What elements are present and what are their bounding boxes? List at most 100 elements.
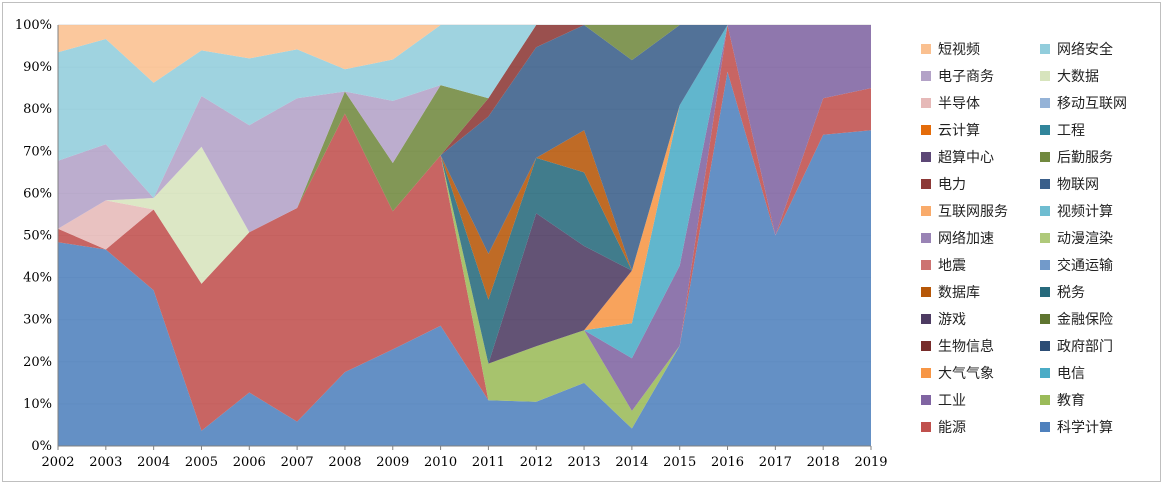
area-series-网络安全: [58, 25, 871, 198]
legend-label: 工程: [1057, 123, 1085, 139]
legend-label: 网络加速: [938, 231, 994, 247]
legend-item: 工程: [1040, 123, 1085, 139]
legend-label: 网络安全: [1057, 41, 1113, 58]
legend-item: 大数据: [1040, 69, 1099, 85]
x-tick-label: 2017: [759, 455, 792, 470]
legend-item: 生物信息: [921, 338, 994, 355]
legend-label: 教育: [1057, 393, 1085, 409]
legend-swatch: [1040, 287, 1050, 297]
legend-item: 短视频: [921, 42, 980, 58]
area-series-短视频: [58, 25, 871, 83]
legend-swatch: [921, 71, 931, 81]
legend-item: 地震: [921, 258, 966, 274]
legend-label: 短视频: [938, 42, 980, 58]
y-tick-label: 30%: [23, 313, 52, 328]
y-tick-label: 50%: [23, 229, 52, 244]
legend-item: 税务: [1040, 285, 1085, 301]
legend-item: 视频计算: [1040, 204, 1113, 220]
legend-swatch: [921, 287, 931, 297]
legend-swatch: [1040, 233, 1050, 243]
legend-swatch: [921, 179, 931, 189]
y-tick-label: 40%: [23, 271, 52, 286]
legend-item: 教育: [1040, 393, 1085, 409]
legend-label: 地震: [938, 258, 966, 274]
legend-label: 交通运输: [1057, 257, 1113, 274]
area-series-电子商务: [58, 25, 871, 233]
area-series-物联网: [58, 25, 871, 284]
legend-label: 工业: [938, 393, 966, 409]
legend-label: 动漫渲染: [1057, 231, 1113, 247]
legend-item: 大气气象: [921, 366, 994, 382]
legend-swatch: [1040, 125, 1050, 135]
y-tick-label: 10%: [23, 397, 52, 412]
legend-label: 税务: [1057, 285, 1085, 301]
x-tick-label: 2003: [89, 455, 122, 470]
legend-item: 半导体: [921, 96, 980, 112]
x-tick-label: 2004: [137, 455, 170, 470]
legend-label: 金融保险: [1057, 312, 1113, 328]
x-tick-label: 2009: [376, 455, 409, 470]
legend-swatch: [1040, 206, 1050, 216]
legend-swatch: [921, 368, 931, 378]
legend-label: 数据库: [938, 285, 980, 301]
area-series-科学计算: [58, 71, 871, 447]
legend-label: 视频计算: [1057, 204, 1113, 220]
legend-swatch: [921, 233, 931, 243]
legend-label: 半导体: [938, 96, 980, 112]
legend-item: 数据库: [921, 285, 980, 301]
legend-label: 云计算: [938, 123, 980, 139]
x-tick-label: 2015: [663, 455, 696, 470]
legend-item: 超算中心: [921, 150, 994, 166]
legend-label: 后勤服务: [1057, 150, 1113, 166]
legend-item: 游戏: [921, 312, 966, 328]
legend-item: 网络加速: [921, 231, 994, 247]
x-tick-label: 2019: [854, 455, 887, 470]
x-tick-label: 2007: [281, 455, 314, 470]
x-tick-label: 2018: [807, 455, 840, 470]
legend-swatch: [1040, 395, 1050, 405]
x-tick-label: 2010: [424, 455, 457, 470]
legend-item: 交通运输: [1040, 257, 1113, 274]
legend-label: 电信: [1057, 366, 1085, 382]
area-series-能源: [58, 25, 871, 431]
y-tick-label: 80%: [23, 102, 52, 117]
legend-label: 游戏: [938, 312, 966, 328]
legend-label: 互联网服务: [938, 204, 1008, 220]
legend-label: 大数据: [1057, 69, 1099, 85]
legend-label: 移动互联网: [1057, 96, 1127, 112]
legend-swatch: [1040, 422, 1050, 432]
legend-label: 超算中心: [938, 150, 994, 166]
area-series-电信: [58, 25, 871, 364]
legend-item: 电力: [921, 177, 966, 193]
area-series-工业: [58, 25, 871, 411]
legend-swatch: [921, 314, 931, 324]
legend-item: 政府部门: [1040, 339, 1113, 355]
legend-item: 动漫渲染: [1040, 231, 1113, 247]
legend-swatch: [1040, 341, 1050, 351]
legend-item: 移动互联网: [1040, 96, 1127, 112]
legend-swatch: [921, 260, 931, 270]
legend-swatch: [921, 152, 931, 162]
x-tick-label: 2012: [520, 455, 553, 470]
legend-swatch: [921, 395, 931, 405]
legend-label: 电子商务: [938, 69, 994, 85]
legend-item: 互联网服务: [921, 204, 1008, 220]
legend-swatch: [921, 44, 931, 54]
legend-item: 后勤服务: [1040, 150, 1113, 166]
legend-swatch: [1040, 260, 1050, 270]
x-tick-label: 2014: [615, 455, 648, 470]
legend-item: 金融保险: [1040, 312, 1113, 328]
legend-swatch: [921, 422, 931, 432]
y-tick-label: 70%: [23, 144, 52, 159]
x-tick-label: 2008: [328, 455, 361, 470]
stacked-area-chart: 0% 10% 20% 30% 40% 50% 60% 70% 80% 90% 100% 2002 200…: [15, 18, 1127, 470]
legend-label: 物联网: [1057, 177, 1099, 193]
legend-item: 物联网: [1040, 177, 1099, 193]
legend-item: 云计算: [921, 123, 980, 139]
x-tick-label: 2005: [185, 455, 218, 470]
legend-label: 大气气象: [938, 366, 994, 382]
legend-label: 政府部门: [1057, 339, 1113, 355]
axis-layer: 0% 10% 20% 30% 40% 50% 60% 70% 80% 90% 100% 2002 200…: [15, 18, 888, 470]
